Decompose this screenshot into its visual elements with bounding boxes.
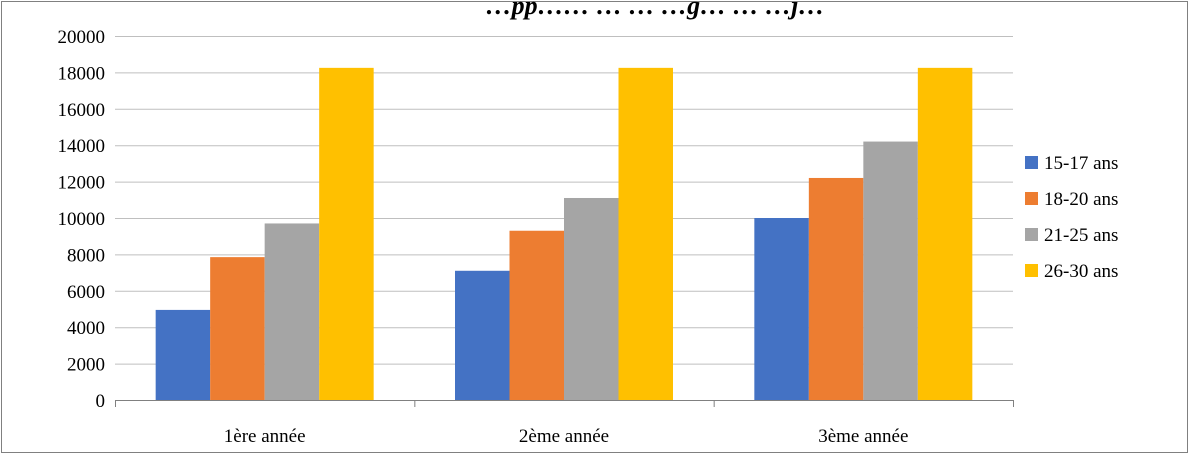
axes: 0 2000 4000 6000 8000 10000 12000 14000 16000 180… — [58, 27, 1014, 447]
y-tick-label: 14000 — [58, 136, 106, 157]
y-tick-label: 10000 — [58, 209, 106, 230]
x-tick-label: 1ère année — [224, 426, 306, 447]
legend-swatch — [1025, 228, 1038, 241]
x-tick-label: 3ème année — [818, 426, 908, 447]
bar — [155, 309, 211, 400]
y-tick-label: 16000 — [58, 100, 106, 121]
legend-label: 26-30 ans — [1044, 261, 1118, 282]
y-tick-label: 18000 — [58, 63, 106, 84]
bar — [808, 177, 864, 400]
bar — [319, 67, 374, 400]
y-tick-label: 12000 — [58, 173, 106, 194]
bar — [917, 67, 973, 400]
bar — [618, 67, 673, 400]
legend: 15-17 ans 18-20 ans 21-25 ans 26-30 ans — [1025, 153, 1118, 282]
bar — [455, 270, 510, 400]
x-tick-label: 2ème année — [519, 426, 609, 447]
bar — [509, 230, 564, 400]
y-tick-label: 20000 — [58, 27, 106, 48]
legend-label: 18-20 ans — [1044, 189, 1118, 210]
y-tick-label: 6000 — [67, 282, 105, 303]
bar — [564, 197, 619, 400]
legend-swatch — [1025, 192, 1038, 205]
y-tick-label: 4000 — [67, 318, 105, 339]
bar — [863, 141, 918, 400]
y-tick-label: 2000 — [67, 355, 105, 376]
y-tick-label: 8000 — [67, 245, 105, 266]
legend-label: 15-17 ans — [1044, 153, 1118, 174]
legend-swatch — [1025, 264, 1038, 277]
legend-label: 21-25 ans — [1044, 225, 1118, 246]
bar — [210, 257, 265, 400]
bar — [264, 223, 320, 400]
bar — [754, 218, 809, 400]
chart-title: …pp…… … … …g… … …j… — [486, 0, 825, 20]
legend-swatch — [1025, 156, 1038, 169]
bars — [155, 67, 973, 400]
y-tick-label: 0 — [96, 391, 106, 412]
